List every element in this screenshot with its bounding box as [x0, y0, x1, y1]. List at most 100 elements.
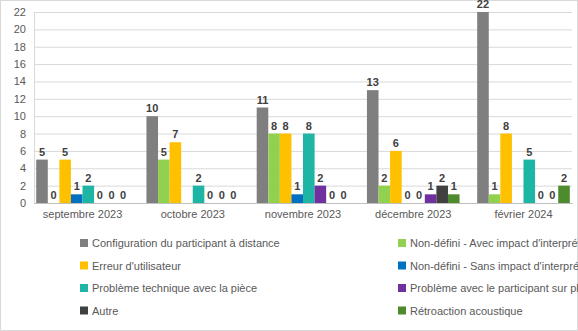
bar [94, 203, 106, 204]
data-label: 2 [439, 172, 445, 184]
legend-swatch [80, 284, 88, 292]
legend-item: Problème avec le participant sur place [398, 282, 578, 294]
bar [146, 116, 158, 203]
legend-item: Autre [80, 305, 118, 317]
bar [106, 203, 118, 204]
bar [436, 186, 448, 203]
chart: 0246810121416182022510111322058215786811… [0, 0, 578, 331]
data-label: 10 [146, 102, 158, 114]
y-tick-label: 16 [14, 58, 26, 70]
y-tick: 20 [14, 23, 34, 35]
bar [558, 186, 570, 203]
bar [268, 134, 280, 203]
x-axis: septembre 2023octobre 2023novembre 2023d… [35, 203, 573, 220]
bar [315, 186, 327, 203]
bar [500, 134, 512, 203]
x-tick: février 2024 [494, 203, 552, 220]
data-label: 0 [329, 189, 335, 201]
data-label: 5 [62, 146, 68, 158]
bars [36, 12, 570, 203]
y-tick-label: 22 [14, 6, 26, 18]
legend-item: Non-défini - Avec impact d'interprétatio… [398, 237, 578, 249]
y-tick-label: 12 [14, 93, 26, 105]
data-label: 5 [39, 146, 45, 158]
bar [48, 203, 60, 204]
legend-label: Erreur d'utilisateur [92, 260, 181, 272]
data-label: 2 [195, 172, 201, 184]
bar [402, 203, 414, 204]
data-labels: 5101113220582157868110228050021000020000… [39, 0, 567, 201]
data-label: 0 [416, 189, 422, 201]
data-label: 0 [230, 189, 236, 201]
data-label: 0 [219, 189, 225, 201]
legend-item: Rétroaction acoustique [398, 305, 523, 317]
y-tick: 16 [14, 58, 34, 70]
data-label: 5 [161, 146, 167, 158]
y-tick-label: 10 [14, 110, 26, 122]
y-tick: 8 [20, 128, 34, 140]
data-label: 2 [381, 172, 387, 184]
y-tick: 6 [20, 145, 34, 157]
data-label: 0 [120, 189, 126, 201]
legend-label: Autre [92, 305, 118, 317]
data-label: 1 [294, 180, 300, 192]
y-tick-label: 0 [20, 197, 26, 209]
x-tick-label: septembre 2023 [43, 208, 123, 220]
bar [83, 186, 95, 203]
bar [158, 160, 170, 203]
data-label: 1 [451, 180, 457, 192]
legend-swatch [398, 239, 406, 247]
y-tick-label: 8 [20, 128, 26, 140]
chart-frame [1, 1, 578, 331]
data-label: 22 [477, 0, 489, 10]
data-label: 0 [549, 189, 555, 201]
data-label: 7 [172, 128, 178, 140]
x-tick: novembre 2023 [265, 203, 341, 220]
legend: Configuration du participant à distance N… [80, 237, 578, 317]
y-tick: 18 [14, 41, 34, 53]
data-label: 8 [306, 120, 312, 132]
data-label: 1 [491, 180, 497, 192]
y-tick: 22 [14, 6, 34, 18]
data-label: 1 [74, 180, 80, 192]
bar [216, 203, 228, 204]
data-label: 0 [404, 189, 410, 201]
legend-label: Problème avec le participant sur place [410, 282, 578, 294]
bar [523, 160, 535, 203]
legend-item: Configuration du participant à distance [80, 237, 280, 249]
y-tick-label: 6 [20, 145, 26, 157]
data-label: 0 [108, 189, 114, 201]
legend-swatch [80, 239, 88, 247]
bar [227, 203, 239, 204]
bar [413, 203, 425, 204]
bar [59, 160, 71, 203]
x-tick: septembre 2023 [43, 203, 123, 220]
bar [257, 108, 269, 204]
grid-line [34, 12, 572, 13]
legend-label: Rétroaction acoustique [410, 305, 523, 317]
y-tick-label: 14 [14, 75, 26, 87]
data-label: 5 [526, 146, 532, 158]
data-label: 13 [367, 76, 379, 88]
bar [547, 203, 559, 204]
x-tick-label: février 2024 [494, 208, 552, 220]
y-tick-label: 18 [14, 41, 26, 53]
x-axis-line [35, 203, 573, 204]
bar [489, 194, 501, 203]
data-label: 2 [561, 172, 567, 184]
grid [34, 13, 572, 204]
y-tick: 4 [20, 162, 34, 174]
data-label: 0 [340, 189, 346, 201]
legend-swatch [398, 307, 406, 315]
bar [280, 134, 292, 203]
data-label: 8 [283, 120, 289, 132]
bar [390, 151, 402, 203]
bar [425, 194, 437, 203]
bar [193, 186, 205, 203]
data-label: 8 [271, 120, 277, 132]
x-tick-label: novembre 2023 [265, 208, 341, 220]
data-label: 0 [97, 189, 103, 201]
data-label: 11 [257, 94, 269, 106]
data-label: 1 [428, 180, 434, 192]
y-axis: 0246810121416182022 [14, 6, 35, 209]
